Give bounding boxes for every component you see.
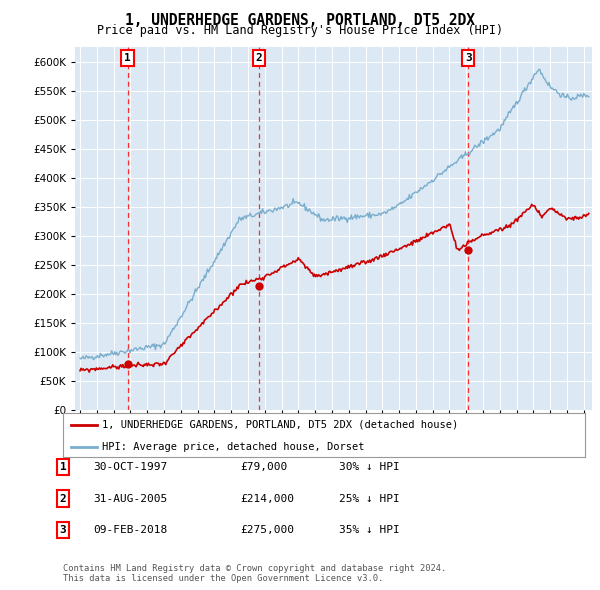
Text: £79,000: £79,000 <box>240 463 287 472</box>
Text: 35% ↓ HPI: 35% ↓ HPI <box>339 525 400 535</box>
Text: 3: 3 <box>59 525 67 535</box>
Text: £214,000: £214,000 <box>240 494 294 503</box>
Text: 2: 2 <box>59 494 67 503</box>
Text: HPI: Average price, detached house, Dorset: HPI: Average price, detached house, Dors… <box>102 442 365 452</box>
Text: 1: 1 <box>59 463 67 472</box>
Text: 09-FEB-2018: 09-FEB-2018 <box>93 525 167 535</box>
Text: 2: 2 <box>256 53 263 63</box>
Text: 30-OCT-1997: 30-OCT-1997 <box>93 463 167 472</box>
Text: 1, UNDERHEDGE GARDENS, PORTLAND, DT5 2DX (detached house): 1, UNDERHEDGE GARDENS, PORTLAND, DT5 2DX… <box>102 420 458 430</box>
Text: 3: 3 <box>465 53 472 63</box>
Text: £275,000: £275,000 <box>240 525 294 535</box>
Text: 31-AUG-2005: 31-AUG-2005 <box>93 494 167 503</box>
Text: 25% ↓ HPI: 25% ↓ HPI <box>339 494 400 503</box>
Text: Contains HM Land Registry data © Crown copyright and database right 2024.
This d: Contains HM Land Registry data © Crown c… <box>63 564 446 583</box>
Text: 1: 1 <box>124 53 131 63</box>
Text: Price paid vs. HM Land Registry's House Price Index (HPI): Price paid vs. HM Land Registry's House … <box>97 24 503 37</box>
Text: 30% ↓ HPI: 30% ↓ HPI <box>339 463 400 472</box>
Text: 1, UNDERHEDGE GARDENS, PORTLAND, DT5 2DX: 1, UNDERHEDGE GARDENS, PORTLAND, DT5 2DX <box>125 13 475 28</box>
